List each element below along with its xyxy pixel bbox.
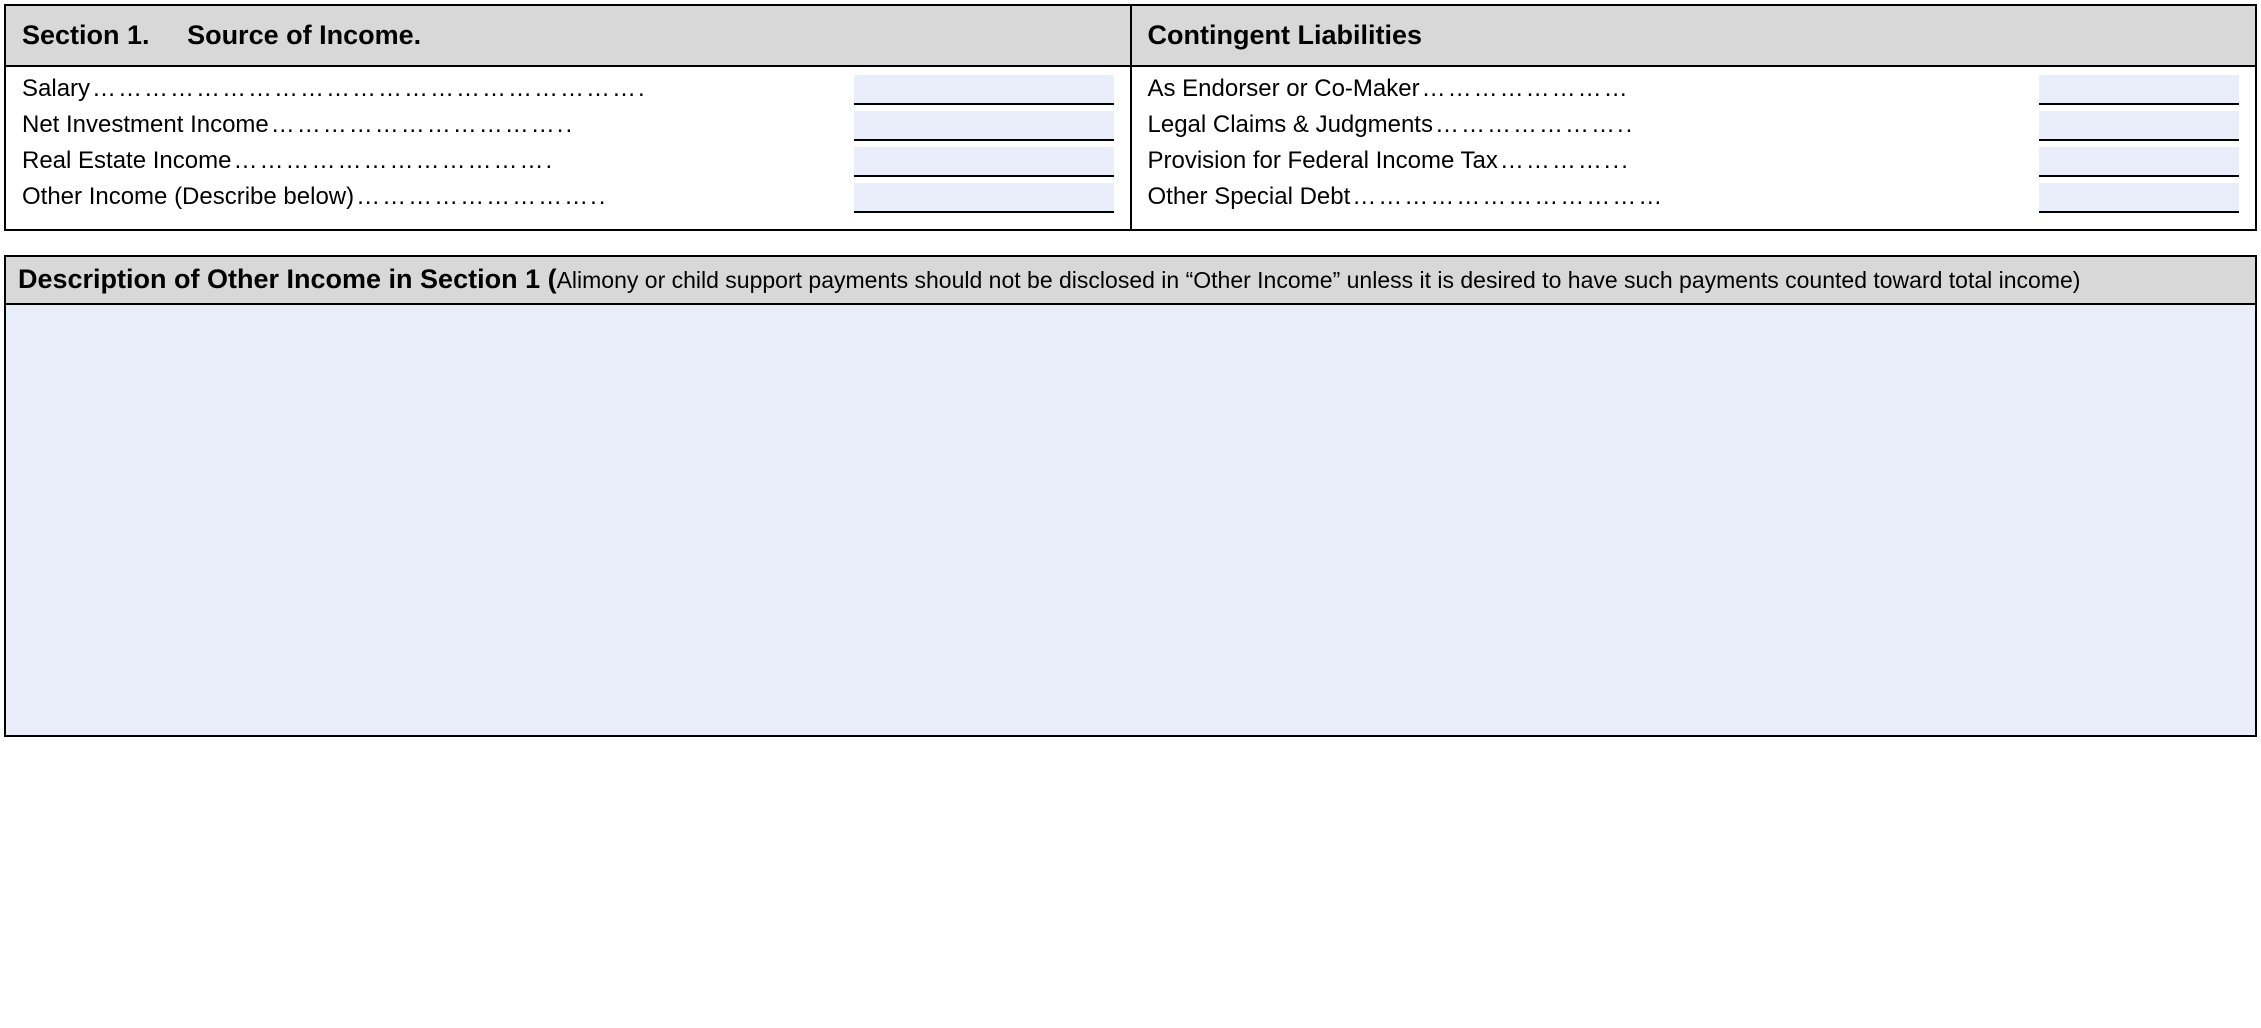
dot-leader: ………………………………	[1350, 183, 2035, 211]
federal-tax-label: Provision for Federal Income Tax	[1148, 147, 1498, 175]
contingent-liabilities-header: Contingent Liabilities	[1132, 6, 2256, 67]
other-income-input[interactable]	[854, 183, 1114, 213]
contingent-liabilities-title: Contingent Liabilities	[1148, 20, 1423, 50]
other-debt-input[interactable]	[2039, 183, 2239, 213]
federal-tax-input[interactable]	[2039, 147, 2239, 177]
source-of-income-title: Source of Income.	[187, 20, 421, 50]
other-debt-label: Other Special Debt	[1148, 183, 1351, 211]
salary-label: Salary	[22, 75, 90, 103]
legal-claims-input[interactable]	[2039, 111, 2239, 141]
federal-tax-row: Provision for Federal Income Tax …………...	[1148, 147, 2240, 183]
dot-leader: …………...	[1498, 147, 2035, 175]
description-subnote: Alimony or child support payments should…	[557, 267, 2081, 293]
other-debt-row: Other Special Debt ………………………………	[1148, 183, 2240, 219]
section-number-label: Section 1.	[22, 20, 150, 51]
financial-form: Section 1. Source of Income. Salary ……………	[4, 4, 2257, 737]
salary-row: Salary ……………………………………………………….	[22, 75, 1114, 111]
income-liabilities-table: Section 1. Source of Income. Salary ……………	[4, 4, 2257, 231]
endorser-input[interactable]	[2039, 75, 2239, 105]
endorser-label: As Endorser or Co-Maker	[1148, 75, 1420, 103]
dot-leader: ……………………	[1420, 75, 2035, 103]
dot-leader: ……………………………..	[269, 111, 850, 139]
description-textarea[interactable]	[6, 305, 2255, 735]
net-investment-row: Net Investment Income ……………………………..	[22, 111, 1114, 147]
description-section: Description of Other Income in Section 1…	[4, 255, 2257, 737]
salary-input[interactable]	[854, 75, 1114, 105]
source-of-income-body: Salary ………………………………………………………. Net Invest…	[6, 67, 1130, 229]
dot-leader: ………………………..	[354, 183, 849, 211]
dot-leader: ……………………………………………………….	[90, 75, 849, 103]
other-income-label: Other Income (Describe below)	[22, 183, 354, 211]
contingent-liabilities-body: As Endorser or Co-Maker …………………… Legal C…	[1132, 67, 2256, 229]
real-estate-label: Real Estate Income	[22, 147, 231, 175]
net-investment-label: Net Investment Income	[22, 111, 269, 139]
description-header: Description of Other Income in Section 1…	[6, 257, 2255, 305]
source-of-income-header: Section 1. Source of Income.	[6, 6, 1130, 67]
legal-claims-row: Legal Claims & Judgments …………………..	[1148, 111, 2240, 147]
other-income-row: Other Income (Describe below) ……………………….…	[22, 183, 1114, 219]
legal-claims-label: Legal Claims & Judgments	[1148, 111, 1433, 139]
dot-leader: …………………..	[1433, 111, 2035, 139]
source-of-income-column: Section 1. Source of Income. Salary ……………	[6, 6, 1132, 229]
real-estate-row: Real Estate Income ……………………………….	[22, 147, 1114, 183]
endorser-row: As Endorser or Co-Maker ……………………	[1148, 75, 2240, 111]
real-estate-input[interactable]	[854, 147, 1114, 177]
net-investment-input[interactable]	[854, 111, 1114, 141]
contingent-liabilities-column: Contingent Liabilities As Endorser or Co…	[1132, 6, 2256, 229]
dot-leader: ……………………………….	[231, 147, 849, 175]
description-title: Description of Other Income in Section 1…	[18, 264, 557, 294]
